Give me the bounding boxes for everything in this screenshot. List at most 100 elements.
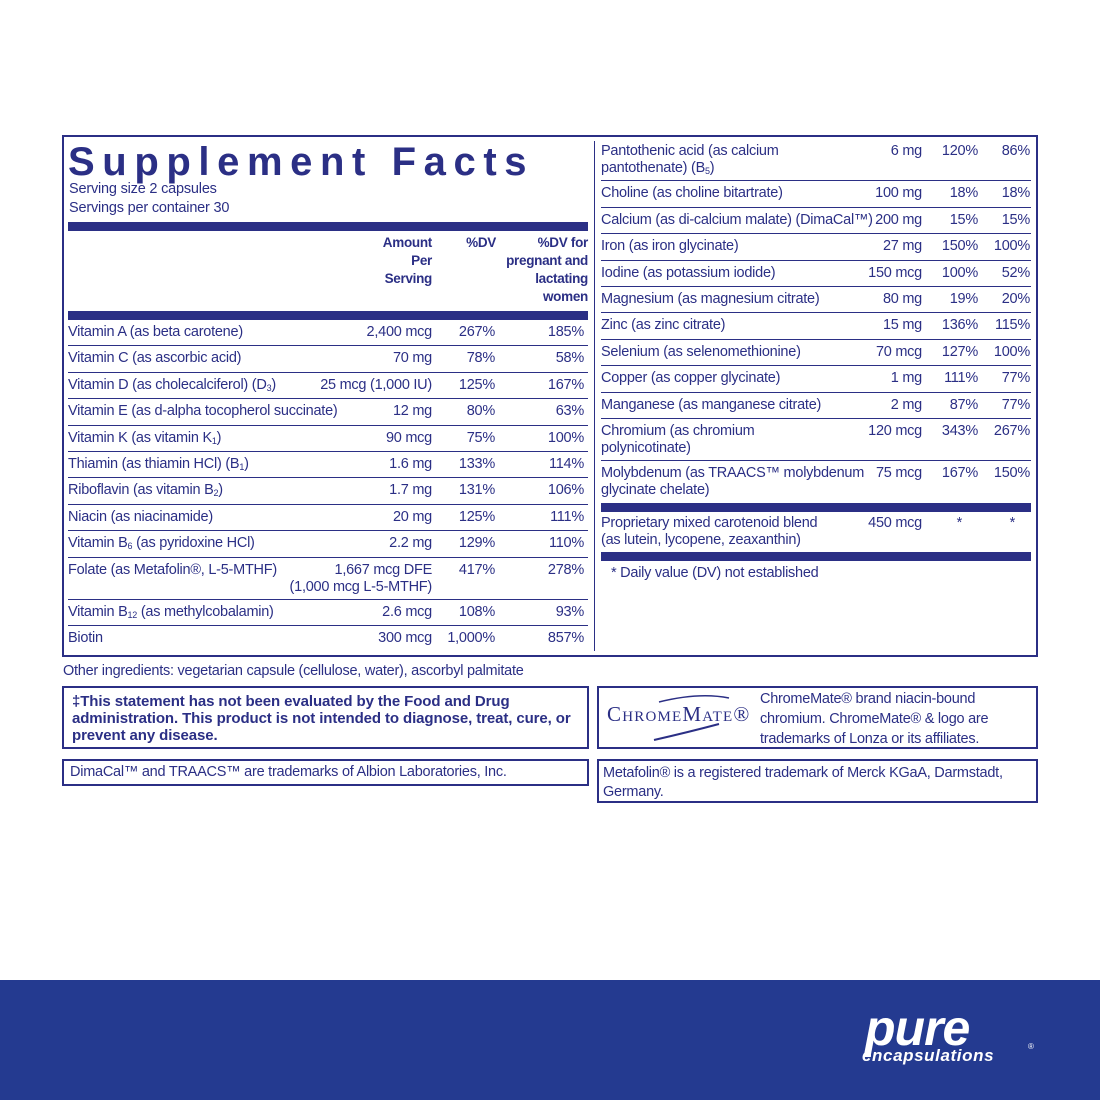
subscript: 3: [266, 382, 272, 393]
nutrient-table-right: Pantothenic acid (as calcium pantothenate…: [601, 139, 1031, 504]
nutrient-name: Magnesium (as magnesium citrate): [601, 291, 1031, 308]
thick-divider: [601, 503, 1031, 512]
amount-value: 25 mcg (1,000 IU): [320, 376, 432, 393]
nutrient-name: Zinc (as zinc citrate): [601, 317, 1031, 334]
percent-dv-pregnant: 20%: [1001, 290, 1031, 307]
nutrient-name-suffix: ): [271, 376, 276, 393]
table-row: Zinc (as zinc citrate) 15 mg 136% 115%: [601, 313, 1031, 340]
percent-dv-pregnant: 114%: [548, 455, 584, 472]
amount-per-serving: 12 mg: [393, 403, 432, 420]
percent-dv-pregnant: 77%: [1001, 370, 1031, 387]
brand-logo-encapsulations: encapsulations: [862, 1046, 995, 1065]
amount-value: 90 mcg: [385, 429, 432, 446]
percent-dv: 100%: [941, 264, 978, 281]
nutrient-name-text: Zinc (as zinc citrate): [601, 317, 726, 334]
nutrient-name: Vitamin E (as d-alpha tocopherol succina…: [68, 403, 588, 420]
nutrient-name-text: Riboflavin (as vitamin B: [68, 482, 214, 499]
percent-dv-pregnant: 111%: [550, 508, 584, 525]
amount-value-alt: (1,000 mcg L-5-MTHF): [289, 578, 433, 595]
table-row: Molybdenum (as TRAACS™ molybdenum glycina…: [601, 461, 1031, 503]
amount-value: 2,400 mcg: [366, 324, 433, 340]
amount-value: 2.6 mcg: [382, 603, 432, 620]
percent-dv: 125%: [458, 376, 495, 393]
amount-per-serving: 150 mcg: [868, 265, 922, 282]
amount-per-serving: 1,667 mcg DFE (1,000 mcg L-5-MTHF): [289, 562, 433, 596]
percent-dv-pregnant: 77%: [1001, 396, 1031, 413]
nutrient-name-suffix: ): [244, 455, 249, 472]
nutrient-name-text: Vitamin K (as vitamin K: [68, 429, 212, 446]
nutrient-name-suffix: (as methylcobalamin): [137, 603, 274, 620]
amount-value: 70 mg: [392, 350, 432, 367]
nutrient-name: Pantothenic acid (as calcium pantothenate…: [601, 143, 1031, 180]
table-row: Pantothenic acid (as calcium pantothenate…: [601, 139, 1031, 182]
table-row: Iodine (as potassium iodide) 150 mcg 100% 5…: [601, 261, 1031, 287]
table-row: Choline (as choline bitartrate) 100 mg 18%…: [601, 181, 1031, 208]
percent-dv: 15%: [949, 211, 979, 228]
nutrient-name-text: Vitamin B: [68, 603, 128, 620]
percent-dv: 167%: [941, 465, 978, 482]
table-row: Riboflavin (as vitamin B2) 1.7 mg 131% 106%: [68, 478, 588, 505]
amount-per-serving: 200 mg: [875, 212, 922, 229]
amount-per-serving: 2 mg: [891, 397, 923, 414]
percent-dv: 133%: [458, 455, 495, 472]
percent-dv: 80%: [466, 403, 496, 420]
table-row: Biotin 300 mcg 1,000% 857%: [68, 626, 588, 652]
table-row: Selenium (as selenomethionine) 70 mcg 127%…: [601, 340, 1031, 367]
subscript: 12: [127, 609, 138, 620]
amount-value: 1.7 mg: [389, 482, 432, 499]
amount-per-serving: 300 mcg: [378, 630, 432, 647]
percent-dv: 19%: [949, 290, 979, 307]
amount-per-serving: 1.7 mg: [389, 482, 432, 499]
percent-dv-pregnant: 93%: [555, 603, 585, 620]
percent-dv: 18%: [949, 185, 979, 202]
percent-dv-pregnant: 100%: [547, 429, 584, 446]
amount-per-serving: 70 mg: [393, 350, 432, 367]
table-row: Niacin (as niacinamide) 20 mg 125% 111%: [68, 505, 588, 532]
nutrient-name-line1: Chromium (as chromium: [601, 422, 755, 439]
percent-dv-pregnant: 18%: [1001, 185, 1031, 202]
brand-logo-pure: pure: [865, 1000, 970, 1056]
thick-divider: [601, 552, 1031, 561]
nutrient-name-text: Niacin (as niacinamide): [68, 508, 213, 525]
nutrient-name-text: Vitamin C (as ascorbic acid): [68, 350, 242, 367]
nutrient-name-text: Iodine (as potassium iodide): [601, 264, 776, 281]
amount-per-serving: 120 mcg: [868, 423, 922, 440]
nutrient-name: Copper (as copper glycinate): [601, 370, 1031, 387]
amount-value: 70 mcg: [875, 343, 922, 360]
proprietary-blend-table: Proprietary mixed carotenoid blend (as lu…: [601, 511, 1031, 551]
amount-value: 200 mg: [875, 211, 922, 228]
nutrient-name-text: Vitamin A (as beta carotene): [68, 324, 243, 340]
table-row: Proprietary mixed carotenoid blend (as lu…: [601, 511, 1031, 551]
amount-per-serving: 80 mg: [883, 291, 922, 308]
nutrient-name-text: Choline (as choline bitartrate): [601, 185, 783, 202]
nutrient-name-line2: polynicotinate): [601, 439, 691, 456]
nutrient-name-suffix: ): [709, 160, 715, 176]
percent-dv-pregnant: 110%: [548, 535, 584, 552]
percent-dv: 127%: [941, 343, 978, 360]
amount-per-serving: 70 mcg: [876, 344, 922, 361]
percent-dv-pregnant: 58%: [555, 350, 585, 367]
page-title: Supplement Facts: [68, 140, 535, 184]
supplement-facts-panel: [62, 135, 1038, 657]
column-divider: [594, 141, 595, 651]
nutrient-name: Iron (as iron glycinate): [601, 238, 1031, 255]
nutrient-name: Iodine (as potassium iodide): [601, 265, 1031, 282]
percent-dv: 150%: [941, 238, 978, 255]
nutrient-name: Manganese (as manganese citrate): [601, 397, 1031, 414]
nutrient-name: Vitamin K (as vitamin K1): [68, 430, 588, 450]
amount-value: 27 mg: [882, 238, 922, 255]
amount-per-serving: 15 mg: [883, 317, 922, 334]
nutrient-name-text: Copper (as copper glycinate): [601, 370, 781, 387]
nutrient-name-line1: Pantothenic acid (as calcium: [601, 143, 779, 159]
percent-dv-pregnant: 86%: [1001, 143, 1031, 159]
nutrient-name: Niacin (as niacinamide): [68, 509, 588, 526]
amount-value: 120 mcg: [868, 422, 922, 439]
subscript: 1: [211, 435, 217, 446]
nutrient-name-text: Vitamin B: [68, 535, 128, 552]
nutrient-name-text: Selenium (as selenomethionine): [601, 343, 801, 360]
nutrient-name-text: Folate (as Metafolin®, L-5-MTHF): [68, 561, 277, 578]
amount-value: 450 mcg: [868, 515, 922, 531]
amount-value: 1.6 mg: [389, 455, 432, 472]
nutrient-name-text: Calcium (as di-calcium malate) (DimaCal™…: [601, 211, 873, 228]
amount-value: 80 mg: [882, 290, 922, 307]
